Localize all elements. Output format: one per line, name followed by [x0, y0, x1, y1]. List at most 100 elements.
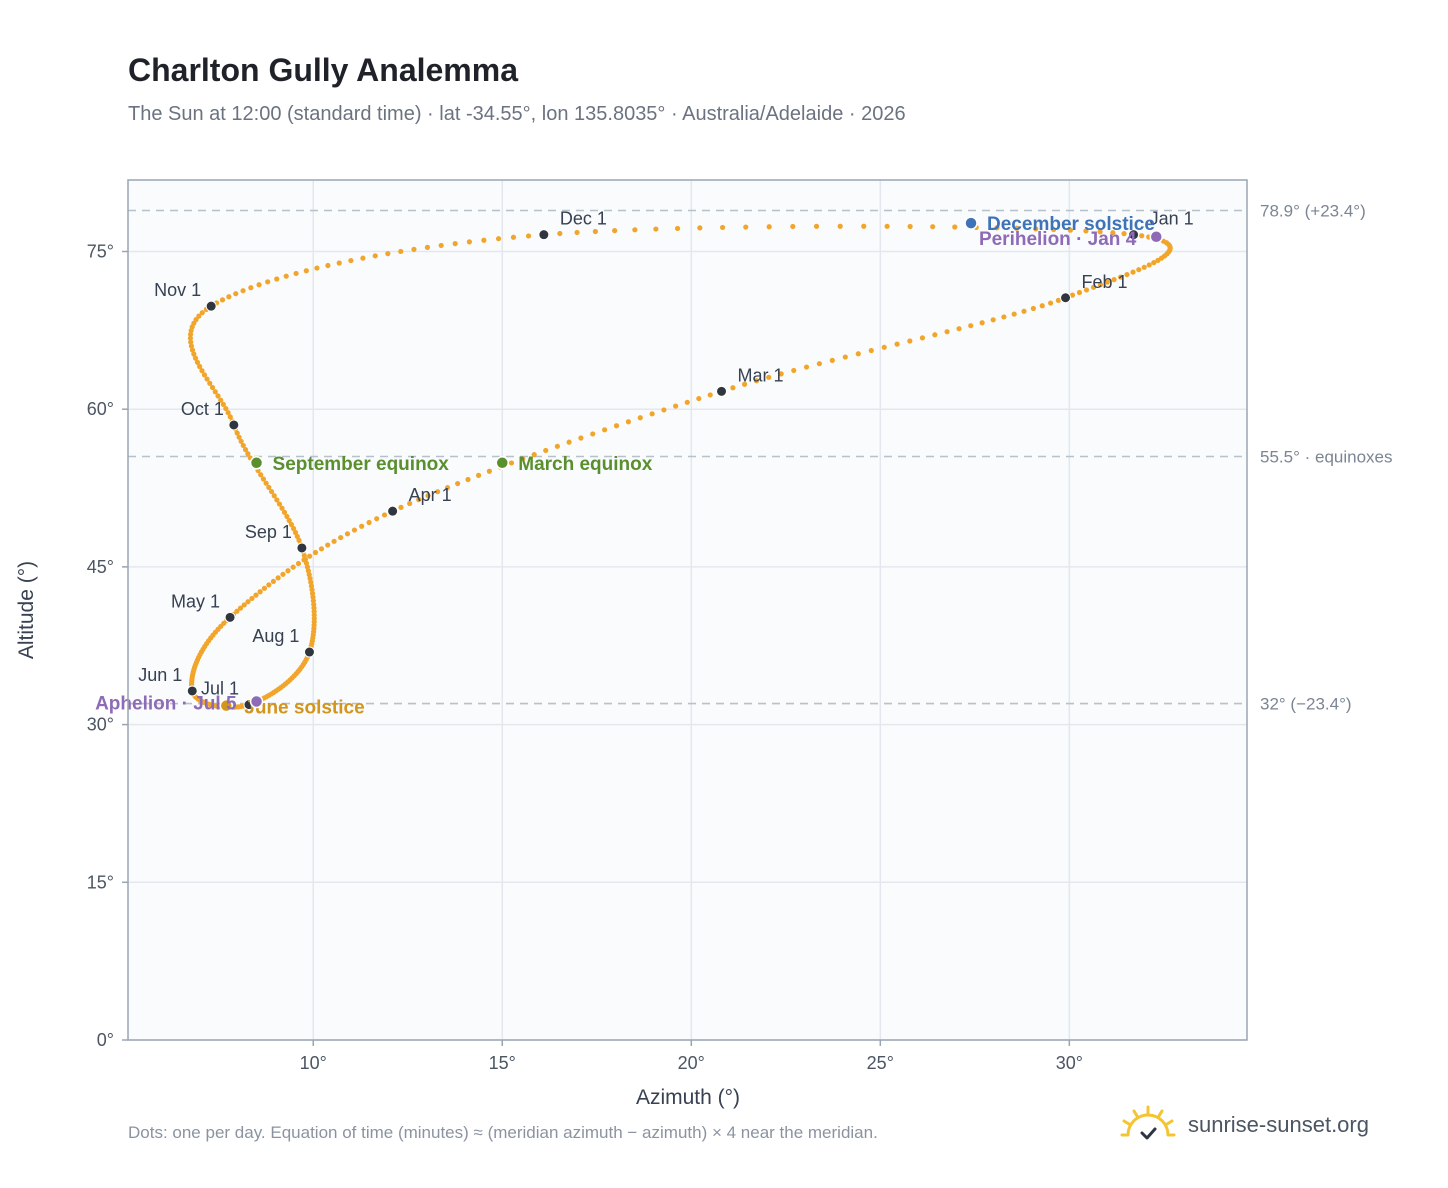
event-marker: [964, 216, 978, 230]
daily-sun-dot: [452, 241, 458, 247]
chart-title: Charlton Gully Analemma: [128, 52, 518, 88]
daily-sun-dot: [829, 357, 835, 363]
daily-sun-dot: [766, 374, 772, 380]
month-label: Sep 1: [245, 522, 292, 542]
daily-sun-dot: [1051, 226, 1057, 233]
daily-sun-dot: [894, 341, 900, 347]
daily-sun-dot: [525, 233, 532, 239]
daily-sun-dot: [223, 405, 229, 412]
daily-sun-dot: [270, 578, 277, 585]
daily-sun-dot: [816, 361, 822, 367]
daily-sun-dot: [268, 488, 275, 495]
month-label: May 1: [171, 591, 220, 611]
daily-sun-dot: [1030, 305, 1036, 312]
daily-sun-dot: [274, 276, 280, 282]
daily-sun-dot: [510, 234, 517, 240]
daily-sun-dot: [187, 335, 194, 341]
daily-sun-dot: [199, 368, 205, 374]
daily-sun-dot: [398, 504, 404, 510]
daily-sun-dot: [281, 509, 288, 515]
daily-sun-dot: [1021, 308, 1027, 314]
daily-sun-dot: [1104, 279, 1110, 285]
daily-sun-dot: [613, 423, 620, 429]
reference-lines: 78.9° (+23.4°) 55.5° · equinoxes 32° (−23.…: [128, 201, 1393, 714]
daily-sun-dot: [241, 602, 247, 608]
event-label: Perihelion · Jan 4: [979, 229, 1137, 250]
daily-sun-dot: [209, 384, 216, 391]
brand[interactable]: sunrise-sunset.org: [1120, 1100, 1369, 1150]
daily-sun-dot: [212, 389, 218, 395]
daily-sun-dot: [803, 364, 810, 370]
daily-sun-dot: [625, 419, 631, 425]
daily-sun-dot: [344, 531, 351, 537]
daily-sun-dot: [279, 505, 285, 511]
daily-sun-dot: [407, 500, 413, 507]
month-label: Jan 1: [1150, 209, 1194, 229]
daily-sun-dot: [424, 244, 431, 250]
daily-sun-dot: [374, 516, 380, 522]
daily-sun-dot: [1136, 267, 1142, 273]
daily-sun-dot: [602, 427, 608, 433]
daily-sun-dot: [218, 397, 224, 403]
daily-sun-dot: [1146, 262, 1152, 268]
month-label: Jul 1: [201, 679, 239, 699]
daily-sun-dot: [225, 410, 231, 416]
daily-sun-dot: [293, 270, 299, 277]
daily-sun-dot: [312, 549, 319, 556]
daily-sun-dot: [325, 542, 331, 548]
daily-sun-dot: [1076, 289, 1083, 296]
month-label: Oct 1: [181, 399, 224, 419]
daily-sun-dot: [242, 446, 249, 453]
daily-sun-dot: [188, 343, 195, 349]
daily-sun-dot: [318, 546, 325, 552]
daily-sun-dot: [204, 376, 210, 382]
daily-sun-dot: [1090, 284, 1097, 290]
daily-sun-dot: [234, 608, 240, 614]
daily-sun-dot: [790, 223, 796, 230]
month-marker: [1060, 292, 1072, 304]
daily-sun-dot: [245, 451, 251, 457]
daily-sun-dot: [455, 480, 461, 487]
daily-sun-dot: [314, 265, 320, 271]
daily-sun-dot: [284, 513, 290, 520]
event-label: June solstice: [244, 698, 364, 719]
y-tick-label: 0°: [97, 1030, 114, 1050]
daily-sun-dot: [196, 313, 202, 319]
daily-sun-dot: [351, 527, 358, 533]
daily-sun-dot: [554, 443, 560, 449]
footnote: Dots: one per day. Equation of time (min…: [128, 1123, 878, 1142]
daily-sun-dot: [189, 347, 196, 353]
daily-sun-dot: [261, 585, 268, 591]
y-tick-label: 15°: [87, 872, 114, 892]
daily-sun-dot: [1097, 282, 1104, 288]
x-tick-label: 15°: [489, 1053, 516, 1073]
daily-sun-dot: [348, 257, 354, 264]
month-label: Nov 1: [154, 280, 201, 300]
month-label: Dec 1: [560, 209, 607, 229]
daily-sun-dot: [438, 242, 444, 249]
daily-sun-dot: [1011, 311, 1017, 317]
event-markers: March equinox September equinox June solst…: [95, 214, 1164, 719]
daily-sun-dot: [1118, 274, 1124, 280]
month-marker: [224, 611, 236, 623]
plot-frame: [127, 179, 1248, 1041]
daily-sun-dot: [303, 268, 309, 274]
y-axis-label: Altitude (°): [15, 561, 38, 659]
daily-sun-dot: [1067, 227, 1073, 233]
daily-sun-dot: [280, 571, 286, 577]
month-marker: [205, 300, 217, 312]
daily-sun-dot: [290, 525, 297, 532]
daily-sun-dot: [276, 501, 283, 507]
x-tick-label: 30°: [1056, 1053, 1083, 1073]
daily-sun-dot: [842, 354, 848, 360]
daily-sun-dot: [508, 460, 515, 466]
daily-sun-dot: [956, 326, 962, 332]
daily-sun-dot: [296, 537, 302, 543]
daily-sun-dot: [411, 246, 417, 252]
daily-sun-dot: [219, 297, 226, 303]
daily-sun-dot: [673, 403, 679, 409]
daily-sun-dot: [919, 335, 926, 341]
month-label: Mar 1: [738, 365, 784, 385]
brand-name[interactable]: sunrise-sunset.org: [1188, 1112, 1369, 1137]
month-marker: [387, 505, 399, 517]
